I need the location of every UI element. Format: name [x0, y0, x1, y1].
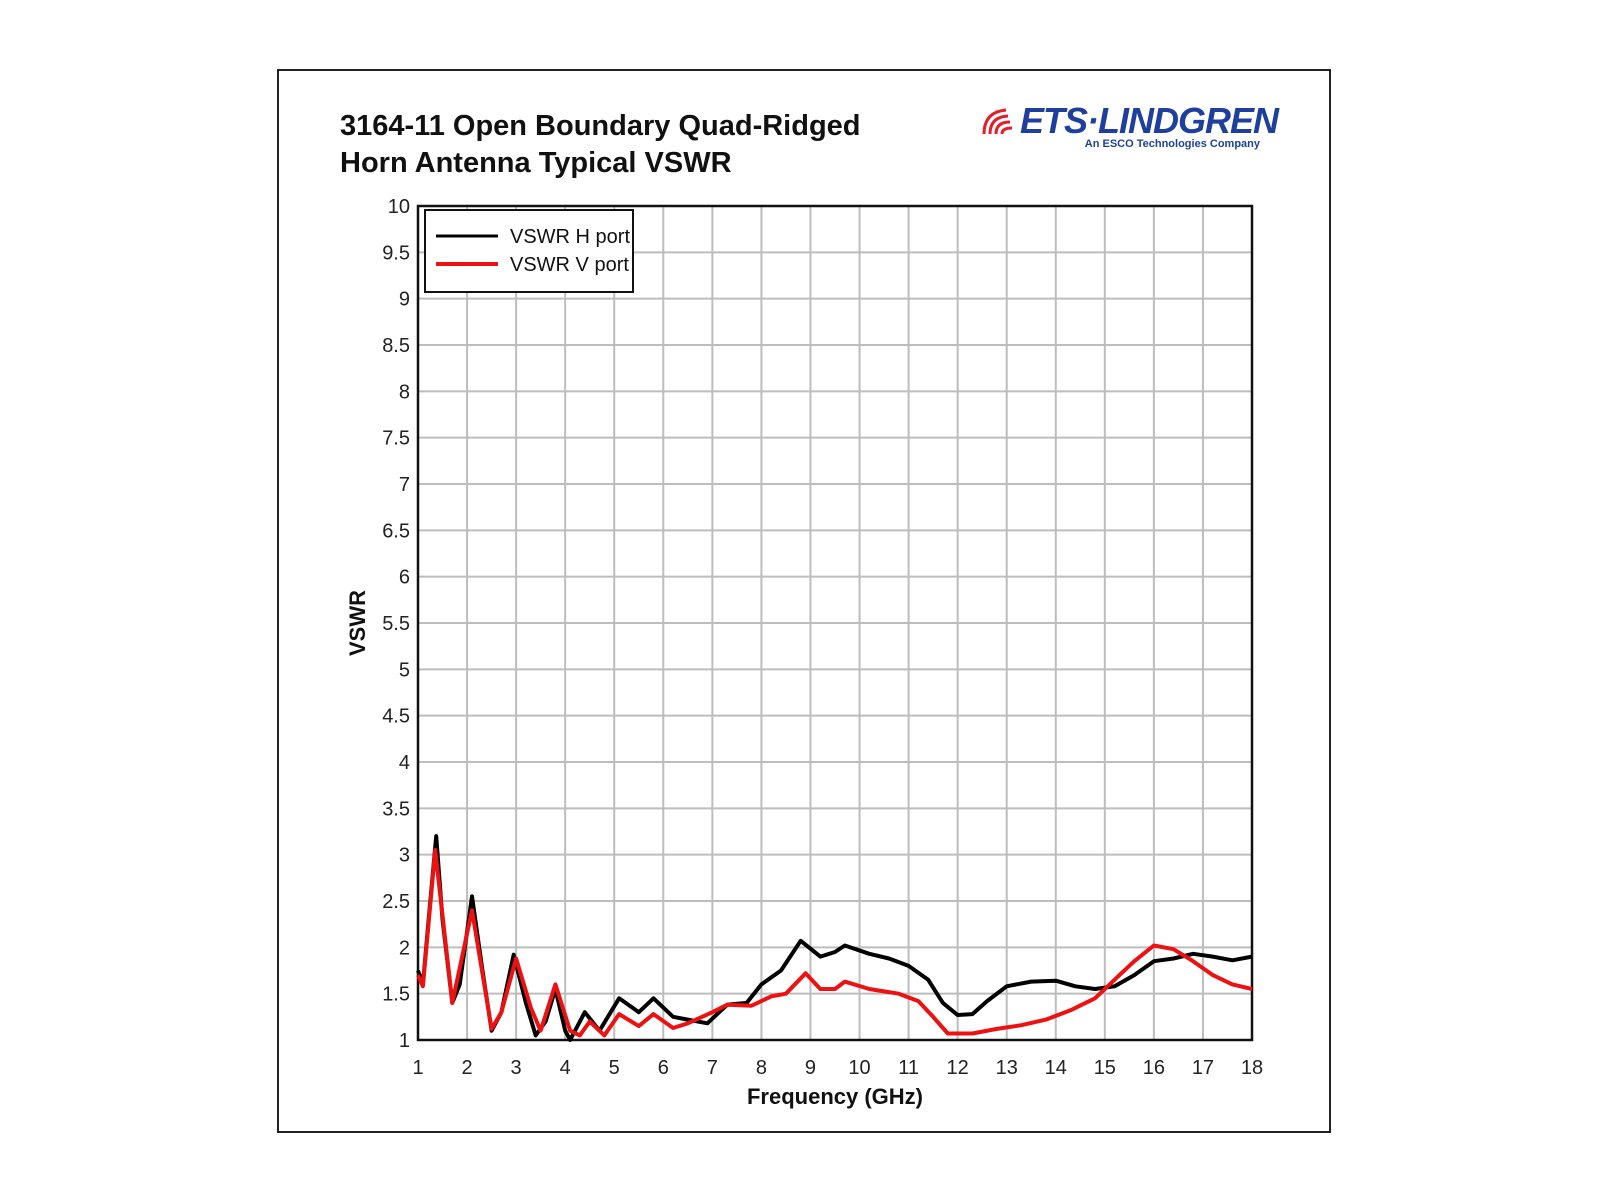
- x-tick-label: 7: [707, 1057, 718, 1079]
- y-tick-label: 5: [399, 659, 410, 681]
- x-tick-label: 8: [756, 1057, 767, 1079]
- series-line-h-port: [416, 834, 1253, 1042]
- y-tick-label: 6: [399, 567, 410, 589]
- logo-tagline: An ESCO Technologies Company: [1084, 138, 1260, 150]
- y-tick-label: 10: [388, 196, 410, 218]
- logo-wave-icon: [982, 108, 1013, 135]
- plot-border: [416, 204, 1254, 1042]
- x-tick-label: 4: [560, 1057, 571, 1079]
- x-tick-label: 1: [412, 1057, 423, 1079]
- x-tick-label: 15: [1094, 1057, 1116, 1079]
- x-tick-label: 16: [1143, 1057, 1165, 1079]
- y-tick-label: 9.5: [382, 242, 410, 264]
- x-tick-label: 17: [1192, 1057, 1214, 1079]
- chart-title: 3164-11 Open Boundary Quad-Ridged Horn A…: [340, 108, 861, 182]
- x-tick-label: 5: [609, 1057, 620, 1079]
- y-tick-label: 5.5: [382, 613, 410, 635]
- y-tick-label: 4.5: [382, 706, 410, 728]
- y-tick-label: 3: [399, 845, 410, 867]
- x-tick-label: 10: [848, 1057, 870, 1079]
- x-tick-label: 13: [996, 1057, 1018, 1079]
- chart-title-line-2: Horn Antenna Typical VSWR: [340, 147, 732, 179]
- y-tick-label: 4: [399, 752, 410, 774]
- series-line-v-port: [416, 848, 1253, 1038]
- y-tick-label: 9: [399, 289, 410, 311]
- x-tick-label: 9: [805, 1057, 816, 1079]
- x-tick-label: 12: [947, 1057, 969, 1079]
- y-tick-label: 1: [399, 1030, 410, 1052]
- chart-title-line-1: 3164-11 Open Boundary Quad-Ridged: [340, 110, 861, 142]
- y-tick-label: 1.5: [382, 984, 410, 1006]
- x-axis-label: Frequency (GHz): [747, 1084, 923, 1109]
- x-tick-label: 3: [511, 1057, 522, 1079]
- x-tick-label: 2: [461, 1057, 472, 1079]
- legend-label: VSWR H port: [510, 226, 630, 248]
- ets-lindgren-logo: ETS·LINDGREN An ESCO Technologies Compan…: [980, 100, 1279, 150]
- y-tick-label: 7.5: [382, 428, 410, 450]
- logo-brand: ETS·LINDGREN: [1020, 100, 1279, 141]
- y-tick-label: 6.5: [382, 520, 410, 542]
- y-tick-label: 8.5: [382, 335, 410, 357]
- y-tick-label: 2: [399, 937, 410, 959]
- x-tick-label: 18: [1241, 1057, 1263, 1079]
- y-tick-label: 2.5: [382, 891, 410, 913]
- legend-label: VSWR V port: [510, 254, 629, 276]
- legend-box: [424, 209, 634, 293]
- chart-frame: [277, 69, 1331, 1133]
- y-axis-label: VSWR: [345, 590, 370, 656]
- x-tick-label: 6: [658, 1057, 669, 1079]
- x-tick-label: 14: [1045, 1057, 1067, 1079]
- x-tick-label: 11: [898, 1057, 919, 1079]
- y-tick-label: 8: [399, 381, 410, 403]
- y-tick-label: 7: [399, 474, 410, 496]
- y-tick-label: 3.5: [382, 798, 410, 820]
